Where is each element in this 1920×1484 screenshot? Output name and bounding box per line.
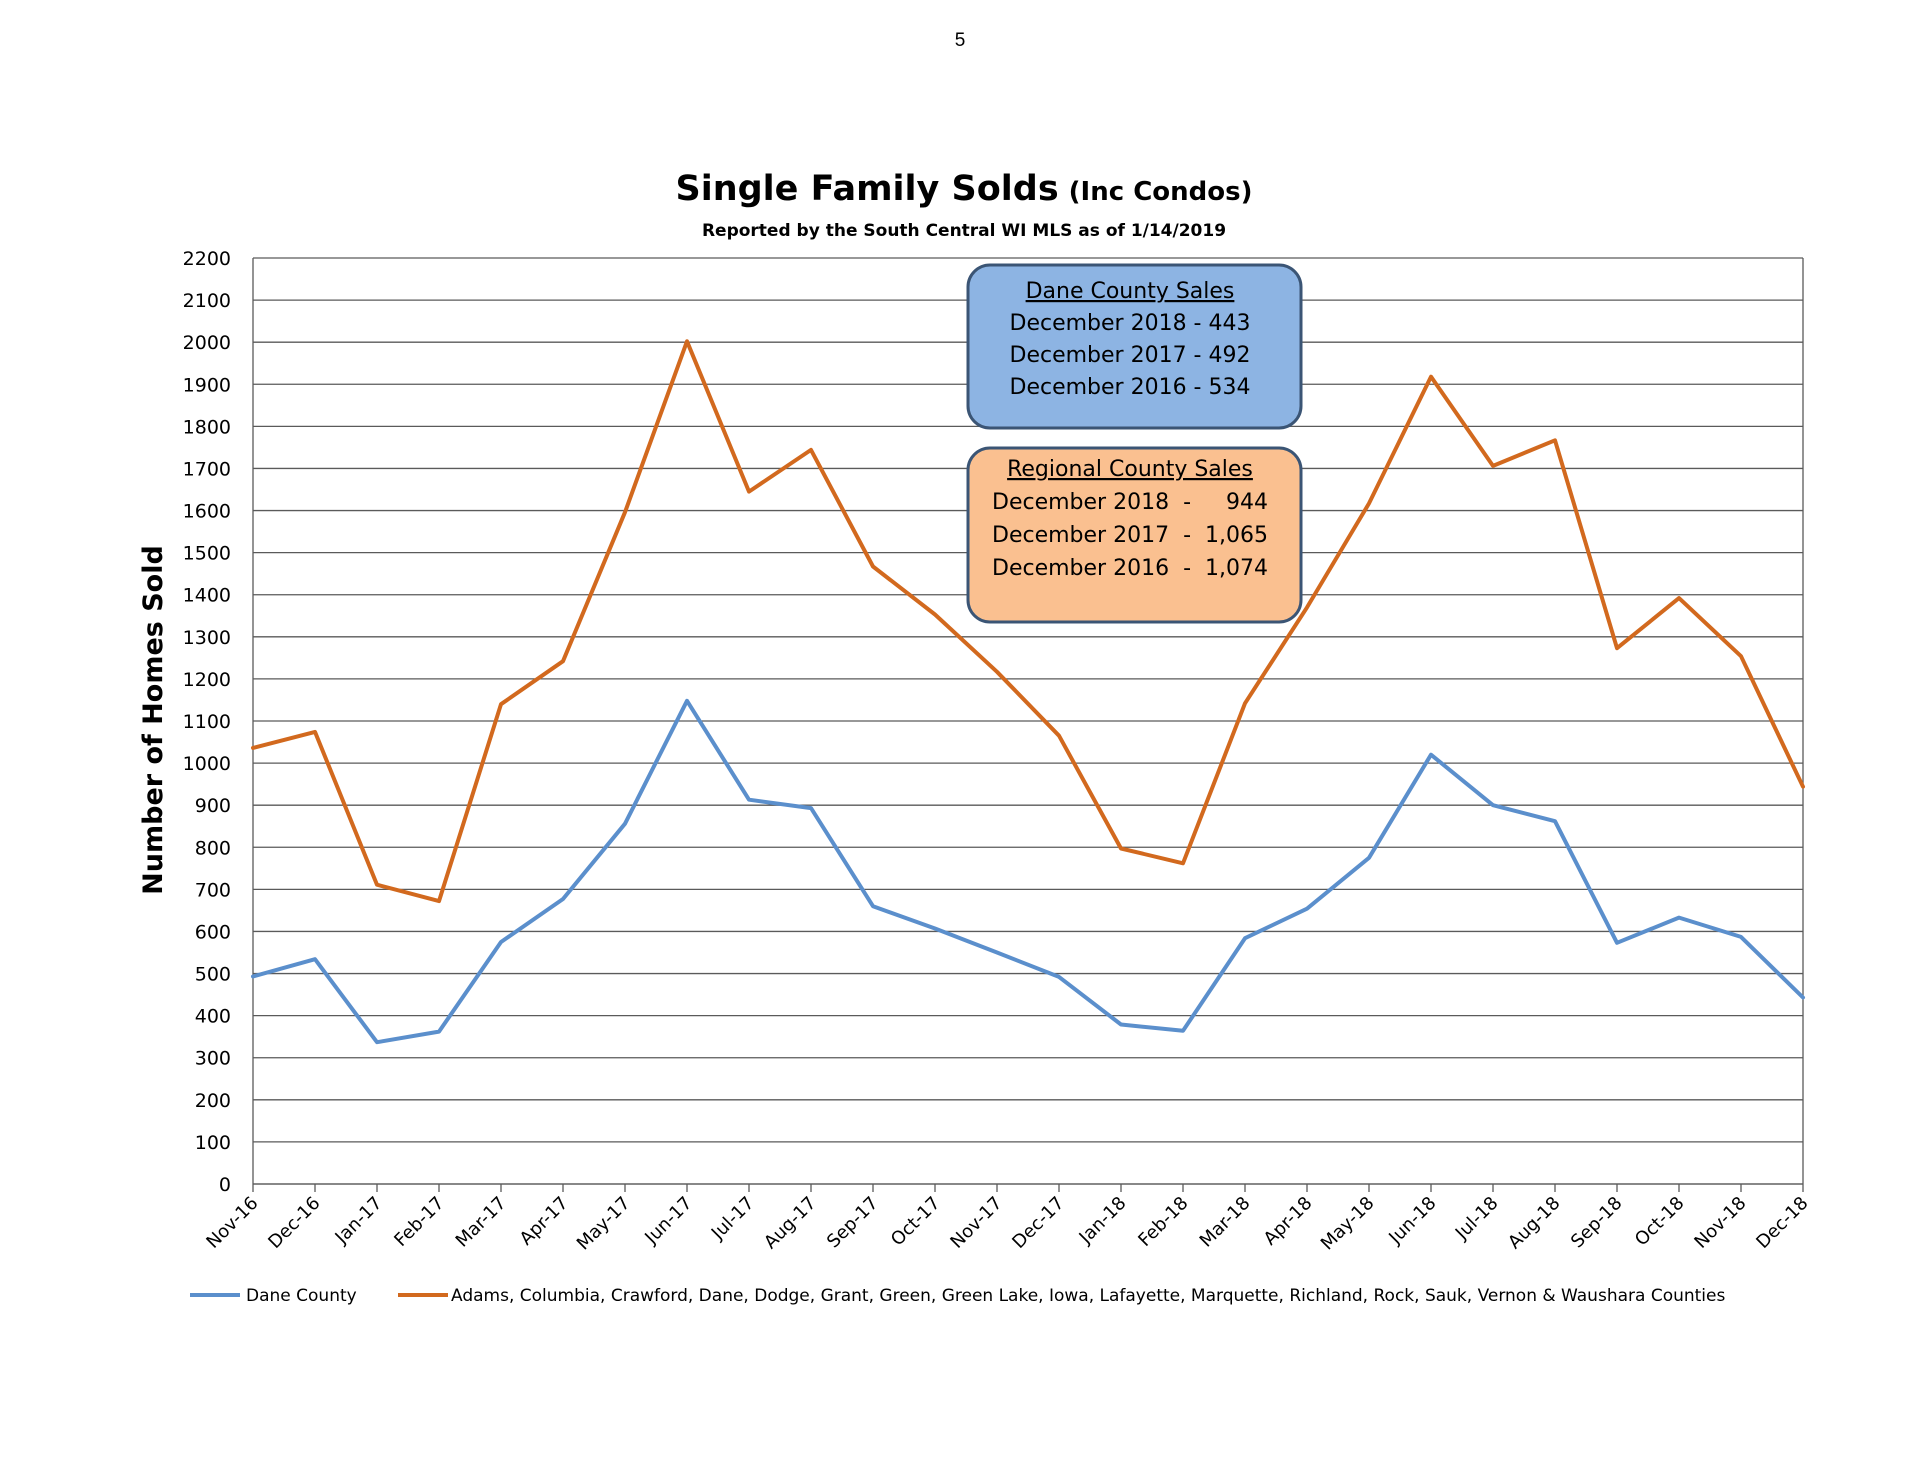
x-tick-label: Mar-17 [452, 1193, 511, 1252]
y-tick-label: 2100 [183, 290, 231, 312]
x-tick-label: Jul-18 [1451, 1193, 1503, 1245]
x-tick-label: Sep-18 [1567, 1193, 1627, 1253]
y-tick-label: 1400 [183, 585, 231, 607]
dane-county-sales-box [966, 263, 1303, 430]
x-tick-label: Nov-17 [946, 1193, 1006, 1253]
y-tick-label: 1600 [183, 501, 231, 523]
series-line-dane-county [251, 698, 1805, 1045]
x-tick-label: May-17 [573, 1193, 635, 1255]
axes [252, 258, 1804, 1192]
x-tick-labels: Nov-16 Dec-16 Jan-17 Feb-17 Mar-17 Apr-17 May-… [202, 1193, 1812, 1255]
y-tick-label: 1000 [183, 753, 231, 775]
x-tick-label: Dec-18 [1752, 1193, 1812, 1253]
regional-county-sales-line: December 2017 - 1,065 [992, 523, 1268, 548]
x-tick-label: Jun-18 [1384, 1193, 1440, 1249]
x-tick-label: Jun-17 [640, 1193, 696, 1249]
y-tick-label: 400 [195, 1006, 231, 1028]
y-tick-label: 1100 [183, 711, 231, 733]
x-tick-label: Sep-17 [823, 1193, 883, 1253]
y-tick-label: 100 [195, 1132, 231, 1154]
dane-county-sales-line: December 2016 - 534 [1010, 375, 1251, 400]
regional-county-sales-line: December 2018 - 944 [992, 490, 1268, 515]
x-tick-label: Oct-17 [887, 1193, 945, 1251]
chart-title: Single Family Solds (Inc Condos) [676, 169, 1253, 209]
series-line-regional-counties [251, 339, 1805, 904]
x-tick-label: May-18 [1317, 1193, 1379, 1255]
y-tick-label: 1900 [183, 374, 231, 396]
x-tick-label: Feb-18 [1134, 1193, 1192, 1251]
x-tick-label: Jan-17 [331, 1193, 387, 1249]
x-tick-label: Jul-17 [707, 1193, 759, 1245]
y-tick-labels: 0 100 200 300 400 500 600 700 800 900 1000 1100 1200… [183, 248, 231, 1196]
y-tick-label: 600 [195, 921, 231, 943]
x-tick-label: Aug-18 [1504, 1193, 1564, 1253]
series-lines [251, 339, 1805, 1045]
y-tick-label: 1800 [183, 416, 231, 438]
x-tick-label: Apr-17 [516, 1193, 573, 1250]
annotation-boxes: Dane County Sales December 2018 - 443 Dece… [966, 263, 1303, 624]
dane-county-sales-heading: Dane County Sales [1026, 279, 1235, 304]
x-tick-label: Nov-16 [202, 1193, 262, 1253]
x-tick-label: Nov-18 [1690, 1193, 1750, 1253]
regional-county-sales-box [966, 446, 1303, 624]
x-tick-label: Feb-17 [390, 1193, 448, 1251]
y-tick-label: 800 [195, 837, 231, 859]
y-tick-label: 900 [195, 795, 231, 817]
x-tick-label: Dec-17 [1008, 1193, 1068, 1253]
x-tick-label: Jan-18 [1075, 1193, 1131, 1249]
page-number: 5 [954, 30, 966, 51]
legend-label: Adams, Columbia, Crawford, Dane, Dodge, … [451, 1286, 1725, 1306]
chart-title-suffix: (Inc Condos) [1069, 177, 1253, 207]
x-tick-label: Apr-18 [1260, 1193, 1317, 1250]
y-tick-label: 0 [219, 1174, 231, 1196]
x-tick-label: Mar-18 [1196, 1193, 1255, 1252]
y-tick-label: 500 [195, 964, 231, 986]
x-tick-label: Aug-17 [760, 1193, 820, 1253]
dane-county-sales-line: December 2018 - 443 [1010, 311, 1251, 336]
chart-subtitle: Reported by the South Central WI MLS as … [702, 221, 1226, 241]
x-tick-label: Oct-18 [1631, 1193, 1689, 1251]
legend-label: Dane County [246, 1286, 357, 1306]
y-tick-label: 2000 [183, 332, 231, 354]
y-tick-label: 1700 [183, 458, 231, 480]
regional-county-sales-line: December 2016 - 1,074 [992, 556, 1268, 581]
y-tick-label: 300 [195, 1048, 231, 1070]
y-tick-label: 1300 [183, 627, 231, 649]
legend: Dane County Adams, Columbia, Crawford, Da… [190, 1286, 1725, 1306]
y-tick-label: 700 [195, 879, 231, 901]
chart-title-main: Single Family Solds [676, 169, 1059, 209]
x-tick-label: Dec-16 [264, 1193, 324, 1253]
y-tick-label: 200 [195, 1090, 231, 1112]
regional-county-sales-heading: Regional County Sales [1007, 457, 1253, 482]
y-tick-label: 1500 [183, 543, 231, 565]
y-axis-label: Number of Homes Sold [138, 545, 169, 895]
y-tick-label: 2200 [183, 248, 231, 270]
dane-county-sales-line: December 2017 - 492 [1010, 343, 1251, 368]
y-tick-label: 1200 [183, 669, 231, 691]
